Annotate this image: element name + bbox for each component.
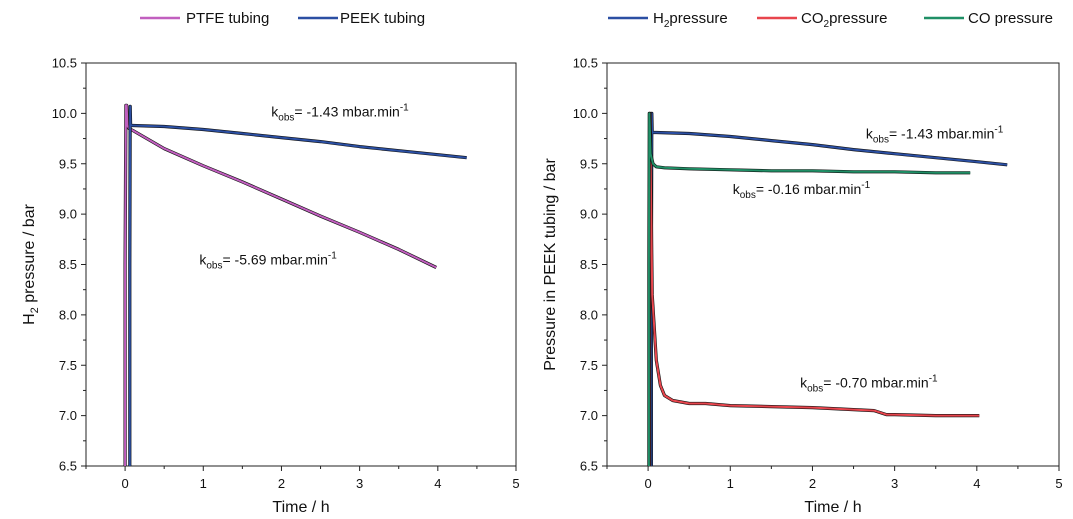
y-tick-label: 9.0 <box>580 207 598 222</box>
x-tick-label: 0 <box>121 476 128 491</box>
chart-panel-2: 0 1 2 3 4 5 6.5 7.0 7.5 8.0 8.5 9.0 9.5 10.0 10.5 Time … <box>542 10 1063 516</box>
x-tick-label: 5 <box>512 476 519 491</box>
legend: PTFE tubing PEEK tubing <box>140 10 425 27</box>
legend-label-3: CO pressure <box>968 10 1053 27</box>
legend-label-1: PTFE tubing <box>186 10 269 27</box>
y-tick-label: 7.0 <box>580 408 598 423</box>
x-axis-label: Time / h <box>272 499 329 516</box>
y-tick-label: 10.5 <box>52 56 77 71</box>
x-axis-label: Time / h <box>804 499 861 516</box>
legend: H2pressure CO2pressure CO pressure <box>608 10 1053 30</box>
y-tick-label: 8.5 <box>59 257 77 272</box>
series-line-1 <box>650 112 1008 466</box>
y-tick-label: 10.0 <box>573 106 598 121</box>
y-tick-label: 10.0 <box>52 106 77 121</box>
series-line-2 <box>648 112 980 466</box>
x-tick-label: 5 <box>1055 476 1062 491</box>
legend-label-2: CO2pressure <box>801 10 887 30</box>
legend-label-1: H2pressure <box>653 10 728 30</box>
rate-annotation-1: kobs= -1.43 mbar.min-1 <box>271 102 409 123</box>
y-tick-label: 10.5 <box>573 56 598 71</box>
series-line-1 <box>124 104 437 466</box>
y-tick-label: 6.5 <box>580 459 598 474</box>
rate-annotation-1: kobs= -1.43 mbar.min-1 <box>866 125 1004 146</box>
y-tick-label: 9.0 <box>59 207 77 222</box>
plot-frame <box>606 62 1060 467</box>
x-tick-label: 2 <box>809 476 816 491</box>
y-tick-label: 6.5 <box>59 459 77 474</box>
legend-label-2: PEEK tubing <box>340 10 425 27</box>
rate-annotation-2: kobs= -0.16 mbar.min-1 <box>733 180 871 201</box>
y-tick-label: 9.5 <box>580 156 598 171</box>
x-tick-label: 3 <box>356 476 363 491</box>
series-line-2 <box>128 105 467 466</box>
series-line-3 <box>647 112 971 466</box>
y-tick-label: 7.5 <box>59 358 77 373</box>
chart-panel-1: 0 1 2 3 4 5 6.5 7.0 7.5 8.0 8.5 9.0 9.5 10.0 10.5 Time … <box>21 10 520 516</box>
series-line-outline-2 <box>648 111 980 466</box>
series-line-outline-1 <box>649 111 1008 466</box>
y-tick-label: 8.0 <box>59 307 77 322</box>
rate-annotation-3: kobs= -0.70 mbar.min-1 <box>800 373 938 394</box>
y-axis-label: H2 pressure / bar <box>21 203 41 325</box>
y-axis-label: Pressure in PEEK tubing / bar <box>542 158 559 371</box>
series-line-outline-2 <box>128 104 467 466</box>
x-tick-label: 3 <box>891 476 898 491</box>
x-tick-label: 2 <box>278 476 285 491</box>
rate-annotation-2: kobs= -5.69 mbar.min-1 <box>199 251 337 272</box>
x-tick-label: 1 <box>727 476 734 491</box>
x-tick-label: 4 <box>434 476 441 491</box>
y-tick-label: 7.0 <box>59 408 77 423</box>
y-tick-label: 8.5 <box>580 257 598 272</box>
x-tick-label: 0 <box>644 476 651 491</box>
series-line-outline-1 <box>123 103 437 466</box>
y-tick-label: 9.5 <box>59 156 77 171</box>
y-tick-label: 8.0 <box>580 307 598 322</box>
series-line-outline-3 <box>647 111 971 466</box>
x-tick-label: 4 <box>973 476 980 491</box>
x-tick-label: 1 <box>200 476 207 491</box>
y-tick-label: 7.5 <box>580 358 598 373</box>
